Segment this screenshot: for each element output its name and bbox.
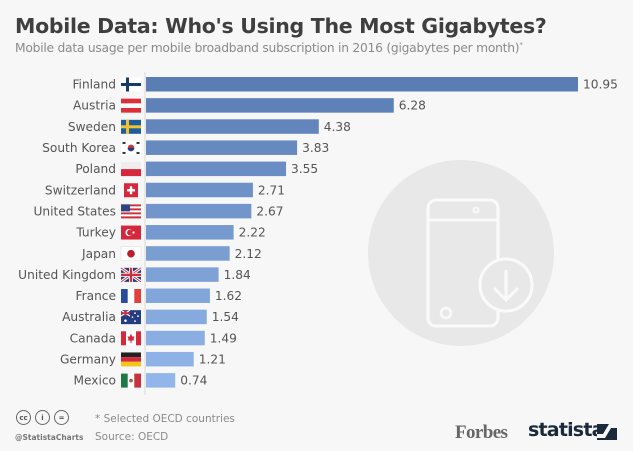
category-label: United States: [33, 204, 116, 218]
statista-handle[interactable]: @StatistaCharts: [15, 433, 84, 442]
south-korea-flag-icon: [121, 140, 141, 155]
canada-flag-icon: [121, 331, 141, 346]
bar: [146, 351, 194, 367]
value-label: 3.83: [302, 141, 329, 155]
bar: [146, 161, 287, 177]
bar-chart: Finland 10.95 Austria 6.28 Sweden 4.38 South K…: [18, 72, 618, 395]
sweden-flag-icon: [121, 119, 141, 134]
bar: [146, 309, 207, 325]
statista-logo-icon: [597, 424, 617, 440]
category-label: Finland: [72, 78, 116, 92]
bar: [146, 77, 578, 92]
switzerland-flag-icon: [124, 183, 138, 198]
value-label: 3.55: [291, 162, 318, 176]
bar: [146, 98, 394, 113]
value-label: 1.62: [215, 289, 242, 303]
subtitle-footnote-mark: *: [519, 41, 523, 49]
smartphone-download-icon: [368, 160, 554, 346]
category-label: Austria: [73, 99, 116, 113]
value-label: 1.84: [224, 268, 251, 282]
category-label: Sweden: [68, 120, 116, 134]
bar: [146, 140, 298, 155]
turkey-flag-icon: [121, 225, 141, 240]
category-label: Turkey: [75, 226, 116, 240]
value-label: 1.49: [210, 331, 237, 345]
value-label: 2.22: [239, 226, 266, 240]
value-label: 1.54: [212, 310, 239, 324]
bar: [146, 246, 230, 261]
bar-row: Germany 1.21: [60, 351, 226, 367]
category-label: Canada: [70, 331, 116, 345]
license-icons: cc i =: [16, 410, 69, 425]
value-label: 10.95: [583, 78, 618, 92]
value-label: 2.67: [256, 204, 283, 218]
attribution-icon: i: [35, 410, 50, 425]
finland-flag-icon: [121, 77, 141, 92]
bar: [146, 288, 210, 303]
category-label: Australia: [62, 310, 116, 324]
value-label: 4.38: [324, 120, 351, 134]
value-label: 6.28: [399, 99, 426, 113]
poland-flag-icon: [121, 162, 141, 177]
category-label: Germany: [60, 353, 116, 367]
australia-flag-icon: [120, 309, 141, 325]
bar-row: Canada 1.49: [70, 330, 237, 346]
source: Source: OECD: [95, 431, 169, 443]
bar: [146, 119, 319, 134]
bar: [146, 182, 253, 198]
france-flag-icon: [121, 289, 141, 303]
bar-row: Australia 1.54: [62, 309, 239, 325]
bar: [146, 267, 219, 282]
cc-icon: cc: [16, 410, 31, 425]
bar-row: Poland 3.55: [75, 161, 318, 177]
bar: [146, 225, 234, 240]
bar-row: United Kingdom 1.84: [18, 266, 251, 284]
category-label: South Korea: [42, 141, 116, 155]
germany-flag-icon: [121, 352, 141, 367]
category-label: France: [75, 289, 116, 303]
mexico-flag-icon: [121, 373, 141, 388]
footnote: * Selected OECD countries: [95, 413, 235, 425]
category-label: United Kingdom: [18, 268, 116, 282]
united-states-flag-icon: [121, 204, 141, 219]
bar-row: United States 2.67: [33, 203, 283, 219]
bar-row: Sweden 4.38: [68, 119, 351, 134]
subtitle-text: Mobile data usage per mobile broadband s…: [15, 41, 520, 56]
no-derivatives-icon: =: [54, 410, 69, 425]
austria-flag-icon: [121, 98, 141, 113]
bar-row: France 1.62: [75, 288, 242, 303]
forbes-logo: Forbes: [455, 422, 508, 443]
bar: [146, 330, 205, 346]
category-label: Mexico: [73, 374, 116, 388]
bar-row: Japan 2.12: [81, 246, 262, 261]
chart-title: Mobile Data: Who's Using The Most Gigaby…: [15, 14, 547, 38]
bar-row: Switzerland 2.71: [45, 182, 285, 198]
bar: [146, 203, 252, 219]
bar-row: Mexico 0.74: [73, 373, 208, 388]
value-label: 1.21: [199, 353, 226, 367]
category-label: Switzerland: [45, 183, 116, 197]
japan-flag-icon: [120, 246, 142, 261]
chart-subtitle: Mobile data usage per mobile broadband s…: [15, 41, 523, 55]
category-label: Japan: [81, 247, 116, 261]
bar-row: South Korea 3.83: [42, 140, 329, 155]
statista-logo: statista: [528, 419, 604, 441]
bar-row: Turkey 2.22: [75, 225, 266, 240]
value-label: 2.12: [235, 247, 262, 261]
value-label: 0.74: [180, 374, 207, 388]
value-label: 2.71: [258, 183, 285, 197]
bar-row: Austria 6.28: [73, 98, 426, 113]
bar: [146, 373, 176, 388]
category-label: Poland: [75, 162, 116, 176]
united-kingdom-flag-icon: [120, 266, 142, 284]
bar-row: Finland 10.95: [72, 77, 618, 92]
